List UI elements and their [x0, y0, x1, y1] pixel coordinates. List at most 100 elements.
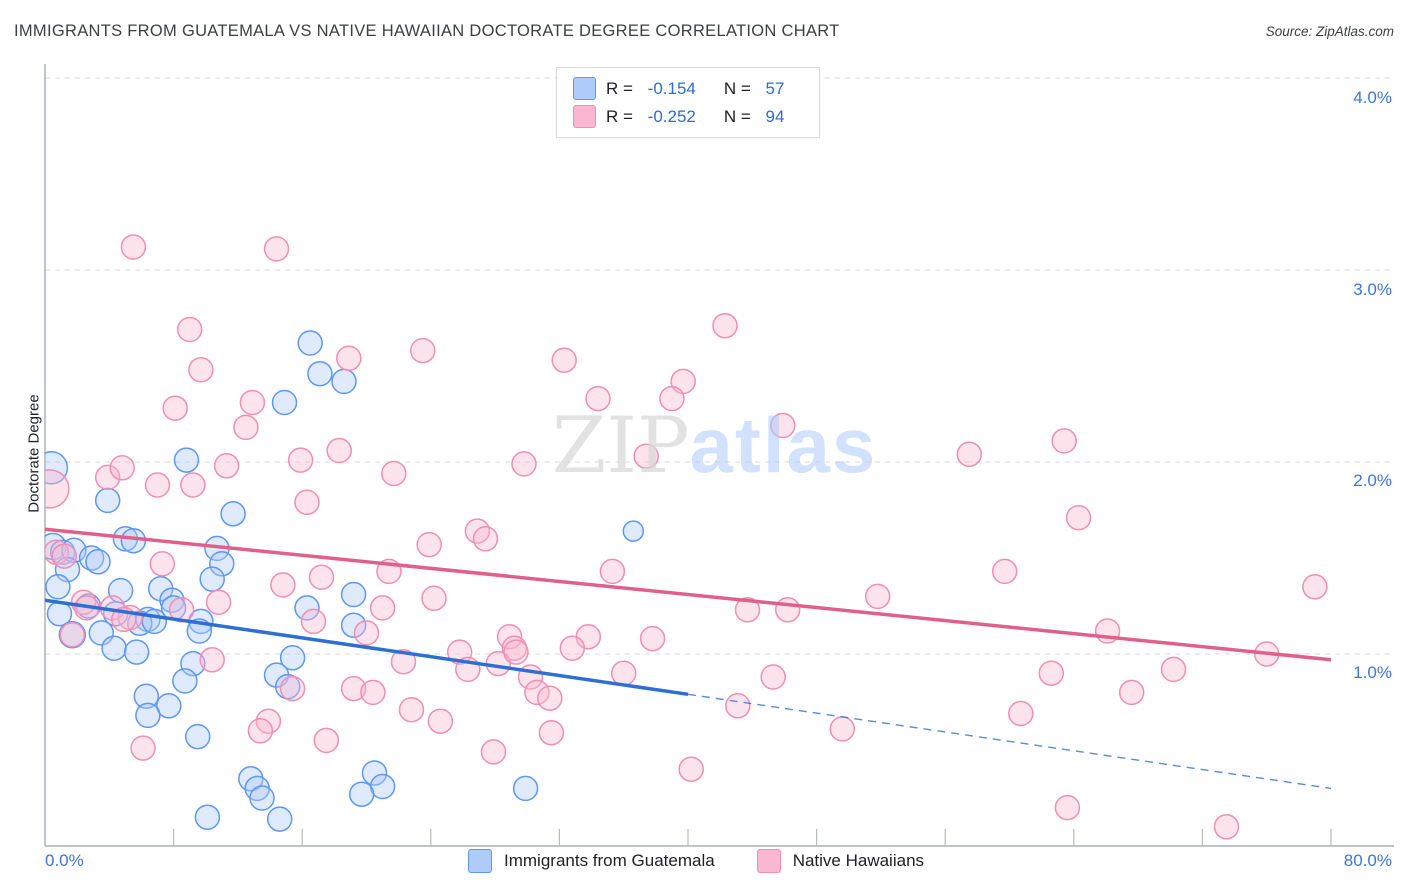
point-guatemala — [209, 551, 235, 577]
point-guatemala — [194, 804, 221, 830]
point-hawaiian — [213, 453, 240, 479]
point-hawaiian — [313, 727, 340, 754]
point-hawaiian — [176, 316, 203, 343]
point-hawaiian — [247, 718, 274, 744]
point-guatemala — [307, 360, 333, 387]
point-hawaiian — [610, 660, 637, 686]
point-hawaiian — [410, 337, 436, 364]
point-hawaiian — [287, 447, 314, 473]
correlation-legend: R = -0.154 N = 57 R = -0.252 N = 94 — [556, 67, 820, 138]
point-hawaiian — [774, 597, 801, 623]
point-hawaiian — [551, 347, 577, 373]
y-tick-1pct: 1.0% — [1353, 663, 1392, 682]
point-guatemala — [45, 574, 71, 600]
point-hawaiian — [94, 464, 121, 491]
point-guatemala — [266, 806, 293, 832]
point-hawaiian — [585, 385, 611, 412]
point-guatemala — [512, 775, 539, 802]
point-hawaiian — [678, 756, 704, 782]
y-tick-3pct: 3.0% — [1353, 280, 1392, 299]
point-hawaiian — [390, 648, 417, 675]
pink-series-swatch — [573, 105, 596, 128]
x-axis-min-label: 0.0% — [45, 851, 84, 870]
point-guatemala — [249, 785, 275, 811]
point-hawaiian — [263, 236, 290, 262]
r-label: R = — [606, 78, 638, 98]
point-hawaiian — [45, 469, 70, 509]
point-hawaiian — [239, 389, 266, 416]
y-axis-title: Doctorate Degree — [25, 394, 43, 513]
point-guatemala — [58, 621, 87, 649]
point-guatemala — [159, 587, 185, 613]
point-hawaiian — [130, 735, 156, 761]
point-guatemala — [622, 520, 645, 542]
point-hawaiian — [1008, 700, 1034, 727]
legend-row-guatemala: R = -0.154 N = 57 — [573, 77, 807, 100]
point-hawaiian — [149, 551, 176, 577]
point-hawaiian — [659, 385, 685, 412]
point-hawaiian — [1302, 574, 1328, 600]
legend-label-hawaiians: Native Hawaiians — [792, 851, 925, 870]
point-guatemala — [199, 566, 225, 592]
point-hawaiian — [559, 635, 586, 661]
point-hawaiian — [398, 696, 425, 723]
point-guatemala — [101, 635, 127, 661]
point-hawaiian — [1118, 679, 1145, 706]
point-hawaiian — [829, 716, 856, 742]
point-hawaiian — [427, 708, 454, 734]
point-guatemala — [123, 639, 150, 665]
point-guatemala — [85, 549, 111, 575]
point-hawaiian — [1213, 814, 1240, 840]
series-legend: Immigrants from Guatemala Native Hawaiia… — [468, 849, 924, 873]
point-hawaiian — [639, 625, 666, 652]
blue-series-swatch — [573, 77, 596, 100]
page-title: IMMIGRANTS FROM GUATEMALA VS NATIVE HAWA… — [14, 22, 840, 40]
points-layer — [45, 234, 1328, 840]
point-guatemala — [361, 760, 388, 786]
point-hawaiian — [144, 472, 171, 498]
point-hawaiian — [524, 679, 550, 706]
point-hawaiian — [538, 719, 565, 746]
trendline-guatemala-solid — [44, 598, 689, 697]
point-hawaiian — [279, 675, 306, 702]
point-hawaiian — [725, 693, 751, 719]
point-hawaiian — [1160, 656, 1187, 683]
point-guatemala — [279, 645, 306, 671]
point-hawaiian — [326, 437, 352, 464]
point-hawaiian — [1051, 428, 1077, 454]
point-hawaiian — [300, 608, 327, 635]
point-hawaiian — [770, 412, 796, 439]
point-guatemala — [156, 693, 182, 719]
point-hawaiian — [120, 234, 147, 260]
point-guatemala — [340, 612, 367, 638]
trendline-guatemala-dashed — [687, 693, 1332, 790]
point-hawaiian — [162, 395, 188, 421]
point-hawaiian — [537, 685, 563, 711]
point-guatemala — [184, 723, 211, 750]
r-value: -0.154 — [647, 78, 696, 98]
point-hawaiian — [308, 564, 335, 590]
point-hawaiian — [340, 675, 367, 702]
n-label: N = — [723, 106, 756, 126]
point-guatemala — [135, 702, 161, 729]
source-attribution: Source: ZipAtlas.com — [1265, 24, 1394, 39]
point-hawaiian — [353, 620, 380, 646]
pink-series-swatch — [756, 849, 781, 873]
point-hawaiian — [205, 589, 232, 615]
point-guatemala — [173, 447, 200, 473]
r-value: -0.252 — [647, 106, 696, 126]
y-tick-4pct: 4.0% — [1353, 88, 1392, 107]
point-hawaiian — [464, 518, 491, 544]
point-guatemala — [294, 595, 320, 621]
trendline-hawaiians — [44, 527, 1332, 662]
point-hawaiian — [760, 664, 786, 690]
point-hawaiian — [991, 558, 1018, 585]
legend-item-guatemala: Immigrants from Guatemala — [468, 849, 715, 873]
point-hawaiian — [633, 443, 659, 469]
point-guatemala — [348, 781, 375, 807]
point-hawaiian — [734, 597, 761, 623]
y-tick-2pct: 2.0% — [1353, 471, 1392, 490]
point-guatemala — [133, 683, 160, 709]
point-hawaiian — [369, 595, 396, 621]
